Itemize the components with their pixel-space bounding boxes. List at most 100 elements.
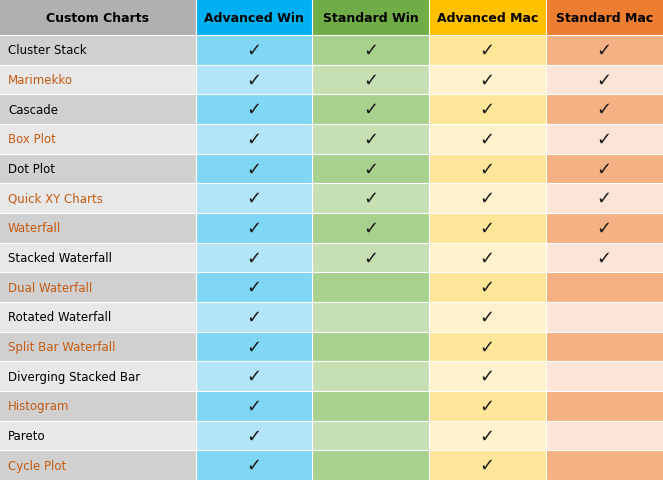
Text: ✓: ✓ (597, 72, 612, 89)
Bar (429, 95, 546, 125)
Bar (0, 450, 196, 480)
Text: ✓: ✓ (480, 397, 495, 415)
Text: ✓: ✓ (480, 249, 495, 267)
Bar (429, 332, 546, 361)
Bar (196, 361, 312, 391)
Text: ✓: ✓ (247, 219, 261, 238)
Bar (312, 0, 429, 36)
Bar (312, 450, 429, 480)
Bar (312, 155, 429, 184)
Text: Diverging Stacked Bar: Diverging Stacked Bar (8, 370, 140, 383)
Bar (312, 302, 429, 332)
Bar (312, 125, 429, 155)
Text: Waterfall: Waterfall (8, 222, 61, 235)
Text: Dot Plot: Dot Plot (8, 163, 55, 176)
Text: ✓: ✓ (247, 42, 261, 60)
Bar (196, 243, 312, 273)
Bar (429, 125, 546, 155)
Bar (429, 450, 546, 480)
Bar (0, 0, 196, 36)
Text: ✓: ✓ (480, 278, 495, 297)
Text: Advanced Mac: Advanced Mac (437, 12, 538, 24)
Bar (546, 0, 663, 36)
Bar (0, 95, 196, 125)
Bar (429, 184, 546, 214)
Bar (196, 332, 312, 361)
Bar (0, 155, 196, 184)
Text: ✓: ✓ (247, 101, 261, 119)
Text: ✓: ✓ (247, 308, 261, 326)
Text: Marimekko: Marimekko (8, 74, 73, 87)
Bar (546, 391, 663, 421)
Text: Cascade: Cascade (8, 104, 58, 117)
Text: Split Bar Waterfall: Split Bar Waterfall (8, 340, 115, 353)
Text: ✓: ✓ (597, 249, 612, 267)
Text: ✓: ✓ (480, 42, 495, 60)
Bar (546, 66, 663, 95)
Bar (0, 243, 196, 273)
Text: Quick XY Charts: Quick XY Charts (8, 192, 103, 205)
Bar (196, 421, 312, 450)
Bar (0, 36, 196, 66)
Bar (196, 155, 312, 184)
Text: Histogram: Histogram (8, 399, 70, 412)
Bar (312, 332, 429, 361)
Bar (196, 125, 312, 155)
Bar (429, 66, 546, 95)
Bar (312, 36, 429, 66)
Text: ✓: ✓ (480, 219, 495, 238)
Text: ✓: ✓ (247, 338, 261, 356)
Bar (546, 184, 663, 214)
Text: Standard Win: Standard Win (323, 12, 418, 24)
Bar (0, 66, 196, 95)
Bar (312, 95, 429, 125)
Text: Rotated Waterfall: Rotated Waterfall (8, 311, 111, 324)
Bar (196, 0, 312, 36)
Text: ✓: ✓ (247, 367, 261, 385)
Text: ✓: ✓ (247, 456, 261, 474)
Bar (0, 361, 196, 391)
Bar (312, 214, 429, 243)
Bar (429, 421, 546, 450)
Bar (312, 66, 429, 95)
Text: Cycle Plot: Cycle Plot (8, 459, 66, 472)
Bar (0, 214, 196, 243)
Text: ✓: ✓ (363, 131, 378, 149)
Bar (546, 361, 663, 391)
Bar (0, 421, 196, 450)
Text: ✓: ✓ (480, 160, 495, 178)
Text: Pareto: Pareto (8, 429, 46, 442)
Bar (429, 302, 546, 332)
Text: ✓: ✓ (480, 456, 495, 474)
Bar (196, 66, 312, 95)
Bar (546, 95, 663, 125)
Text: Dual Waterfall: Dual Waterfall (8, 281, 92, 294)
Bar (546, 450, 663, 480)
Text: Advanced Win: Advanced Win (204, 12, 304, 24)
Text: ✓: ✓ (247, 278, 261, 297)
Bar (546, 243, 663, 273)
Bar (546, 214, 663, 243)
Text: ✓: ✓ (480, 367, 495, 385)
Bar (546, 421, 663, 450)
Text: ✓: ✓ (597, 101, 612, 119)
Bar (0, 391, 196, 421)
Bar (196, 302, 312, 332)
Bar (312, 273, 429, 302)
Bar (429, 214, 546, 243)
Text: ✓: ✓ (363, 72, 378, 89)
Text: ✓: ✓ (363, 160, 378, 178)
Text: ✓: ✓ (247, 160, 261, 178)
Text: ✓: ✓ (480, 101, 495, 119)
Bar (196, 214, 312, 243)
Text: ✓: ✓ (597, 219, 612, 238)
Bar (312, 361, 429, 391)
Bar (196, 450, 312, 480)
Bar (0, 332, 196, 361)
Text: ✓: ✓ (480, 131, 495, 149)
Text: ✓: ✓ (597, 42, 612, 60)
Bar (546, 155, 663, 184)
Bar (429, 36, 546, 66)
Text: ✓: ✓ (363, 101, 378, 119)
Bar (546, 332, 663, 361)
